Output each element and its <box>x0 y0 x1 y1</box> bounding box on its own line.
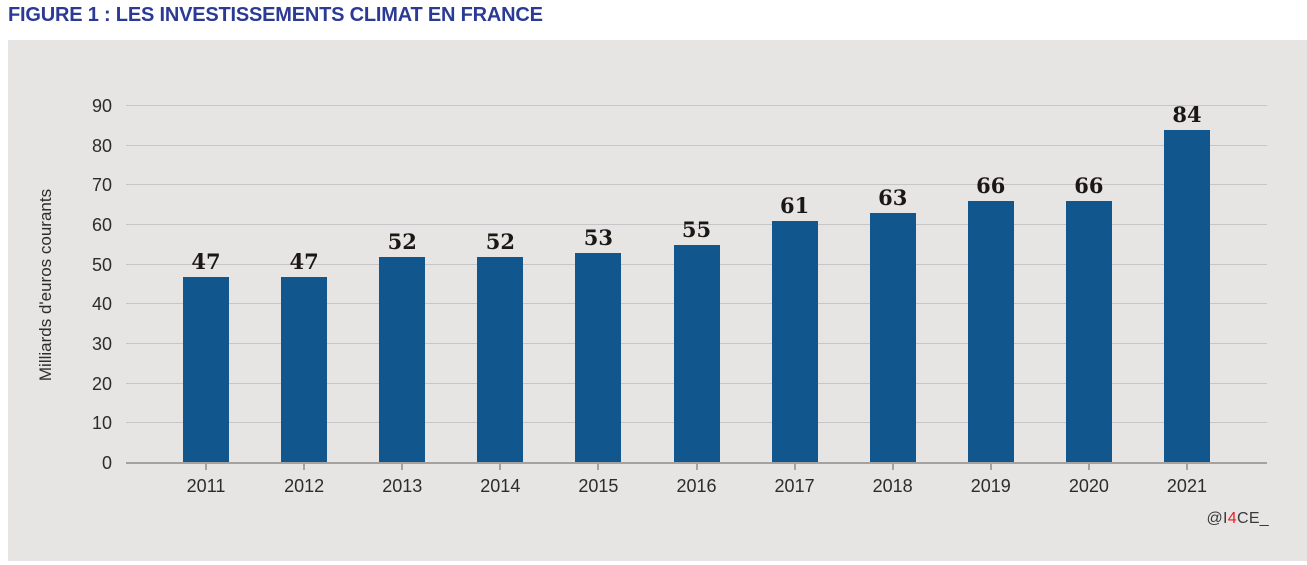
gridline <box>126 184 1267 186</box>
x-tick <box>401 463 404 470</box>
x-tick-label: 2012 <box>284 476 325 496</box>
bar-2017 <box>771 221 818 463</box>
bar-slot: 47 <box>157 106 255 463</box>
gridline <box>126 224 1267 225</box>
bar-value-label: 53 <box>583 224 614 250</box>
bar-2021 <box>1163 129 1210 463</box>
figure-title: FIGURE 1 : LES INVESTISSEMENTS CLIMAT EN… <box>8 4 543 26</box>
bar-2012 <box>281 276 328 463</box>
bar-slot: 52 <box>353 106 451 463</box>
y-tick-label: 60 <box>91 215 112 235</box>
x-tick <box>891 463 894 470</box>
y-tick-label: 70 <box>91 175 112 196</box>
chart-panel: Milliards d'euros courants 0 10 20 30 40 50 60… <box>8 40 1307 561</box>
bar-value-label: 52 <box>387 228 417 254</box>
y-tick-label: 40 <box>91 294 112 315</box>
x-tick-label: 2016 <box>676 476 717 496</box>
y-tick-label: 10 <box>91 413 112 434</box>
y-tick-label: 30 <box>91 334 112 354</box>
x-tick <box>793 463 796 470</box>
x-tick-label: 2013 <box>382 476 423 496</box>
x-tick-label: 2018 <box>872 476 913 496</box>
y-tick-label: 20 <box>91 373 112 394</box>
x-tick <box>205 463 208 470</box>
bar-value-label: 66 <box>976 173 1006 199</box>
gridline <box>126 105 1267 106</box>
bar-value-label: 84 <box>1172 101 1202 127</box>
x-tick-label: 2020 <box>1068 476 1109 496</box>
x-tick-label: 2015 <box>578 476 619 496</box>
bar-value-label: 63 <box>878 185 908 211</box>
gridline <box>126 144 1267 146</box>
bar-value-label: 66 <box>1074 173 1104 199</box>
bar-value-label: 47 <box>191 248 221 274</box>
bar-slot: 66 <box>942 106 1040 463</box>
plot-area: 47 47 52 52 53 55 61 63 66 66 84 2011 2012 2013 2014 2… <box>126 101 1267 496</box>
y-tick-label: 90 <box>91 96 112 116</box>
x-tick <box>1185 463 1188 470</box>
bar-slot: 52 <box>451 106 549 463</box>
x-tick <box>597 463 600 470</box>
bar-slot: 55 <box>647 106 745 463</box>
bar-value-label: 47 <box>289 248 319 274</box>
bar-2016 <box>673 244 720 463</box>
bar-value-label: 55 <box>681 216 712 242</box>
x-tick-label: 2021 <box>1166 476 1207 496</box>
x-tick <box>1087 463 1090 470</box>
bar-slot: 66 <box>1040 106 1138 463</box>
x-tick <box>695 463 698 470</box>
bar-2013 <box>379 256 426 463</box>
watermark-prefix: @I <box>1206 510 1228 527</box>
x-tick-label: 2019 <box>970 476 1011 496</box>
bar-value-label: 52 <box>485 228 515 254</box>
y-tick-label: 0 <box>101 453 112 473</box>
bar-slot: 47 <box>255 106 353 463</box>
x-tick <box>499 463 502 470</box>
x-tick <box>989 463 992 470</box>
x-tick-label: 2011 <box>186 476 226 496</box>
bar-slot: 84 <box>1138 101 1236 463</box>
bar-2018 <box>869 213 916 463</box>
x-tick-label: 2014 <box>480 476 521 496</box>
watermark-suffix: CE_ <box>1236 510 1269 527</box>
x-tick-label: 2017 <box>774 476 815 496</box>
watermark-highlight: 4 <box>1227 510 1237 527</box>
bar-slot: 61 <box>746 106 844 463</box>
bar-series: 47 47 52 52 53 55 61 63 66 66 84 <box>126 101 1267 463</box>
bar-2011 <box>183 276 230 463</box>
bar-2020 <box>1065 201 1112 463</box>
bar-value-label: 61 <box>779 193 810 219</box>
y-tick-label: 50 <box>91 254 112 275</box>
bar-2014 <box>477 256 524 463</box>
y-tick-label: 80 <box>91 135 112 156</box>
x-tick <box>303 463 306 470</box>
bar-slot: 53 <box>549 106 647 463</box>
watermark: @I4CE_ <box>1206 510 1269 528</box>
bar-2015 <box>575 252 622 463</box>
bar-2019 <box>967 201 1014 463</box>
bar-slot: 63 <box>844 106 942 463</box>
